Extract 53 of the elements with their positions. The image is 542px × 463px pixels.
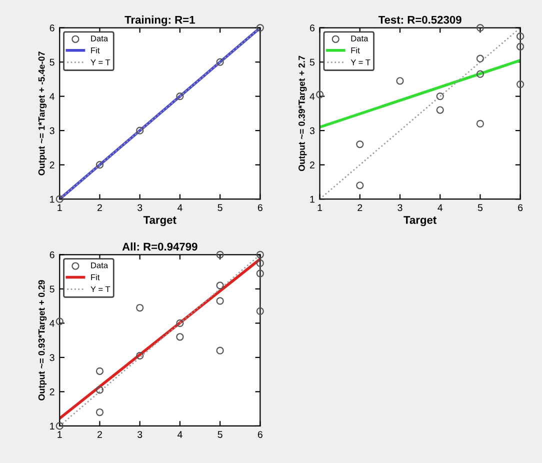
legend-label: Fit xyxy=(91,47,100,54)
y-tick-label: 6 xyxy=(50,251,54,258)
x-tick-label: 1 xyxy=(58,431,62,438)
y-tick-label: 4 xyxy=(50,93,54,100)
legend-label: Y = T xyxy=(350,59,370,66)
y-tick-label: 3 xyxy=(50,127,54,134)
y-tick-label: 6 xyxy=(50,24,54,32)
y-tick-label: 1 xyxy=(50,422,54,430)
y-tick-label: 2 xyxy=(310,162,314,168)
x-tick-label: 3 xyxy=(138,204,142,212)
x-tick-label: 1 xyxy=(58,204,62,211)
x-tick-label: 4 xyxy=(177,204,182,211)
x-tick-label: 4 xyxy=(438,204,443,211)
legend-label: Y = T xyxy=(90,286,110,292)
y-axis-title: Output ~= 0.93*Target + 0.29 xyxy=(38,280,47,400)
x-tick-label: 2 xyxy=(98,204,102,211)
y-axis-title: Output ~= 1*Target + -5.4e-07 xyxy=(38,52,47,176)
x-tick-label: 1 xyxy=(318,204,322,211)
x-tick-label: 2 xyxy=(98,431,102,438)
legend-label: Fit xyxy=(91,274,100,280)
y-tick-label: 2 xyxy=(50,162,54,168)
x-tick-label: 3 xyxy=(138,431,142,438)
x-tick-label: 5 xyxy=(478,204,483,212)
legend-label: Fit xyxy=(351,47,360,54)
x-tick-label: 4 xyxy=(177,431,182,438)
x-axis-title: Target xyxy=(404,216,436,226)
legend-label: Data xyxy=(91,36,108,42)
y-tick-label: 4 xyxy=(310,93,315,100)
y-tick-label: 4 xyxy=(50,320,54,327)
x-tick-label: 5 xyxy=(218,431,222,438)
x-tick-label: 3 xyxy=(398,204,402,212)
legend-label: Y = T xyxy=(90,59,110,66)
x-tick-label: 5 xyxy=(218,204,222,212)
legend-label: Data xyxy=(351,36,368,42)
y-tick-label: 5 xyxy=(50,286,54,293)
x-tick-label: 2 xyxy=(358,204,362,211)
y-tick-label: 6 xyxy=(310,24,314,32)
chart-title: Training: R=1 xyxy=(124,16,195,26)
y-tick-label: 1 xyxy=(50,196,54,203)
chart-title: Test: R=0.52309 xyxy=(378,16,462,24)
y-tick-label: 2 xyxy=(50,388,54,396)
x-axis-title: Target xyxy=(143,216,176,226)
legend-label: Data xyxy=(91,262,108,268)
x-tick-label: 6 xyxy=(258,431,262,438)
y-tick-label: 1 xyxy=(310,196,314,203)
y-tick-label: 5 xyxy=(50,58,54,66)
y-axis-title: Output ~= 0.39*Target + 2.7 xyxy=(298,56,307,172)
y-tick-label: 3 xyxy=(310,127,314,134)
y-tick-label: 5 xyxy=(310,58,315,66)
x-tick-label: 6 xyxy=(258,204,262,212)
x-tick-label: 6 xyxy=(518,204,523,212)
y-tick-label: 3 xyxy=(50,354,54,362)
chart-title: All: R=0.94799 xyxy=(122,242,198,251)
